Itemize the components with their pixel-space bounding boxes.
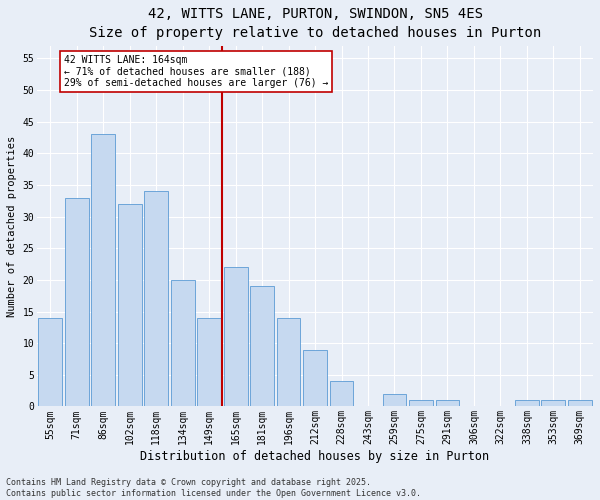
Bar	[568, 400, 592, 406]
Bar	[144, 192, 168, 406]
Bar	[38, 318, 62, 406]
Title: 42, WITTS LANE, PURTON, SWINDON, SN5 4ES
Size of property relative to detached h: 42, WITTS LANE, PURTON, SWINDON, SN5 4ES…	[89, 7, 541, 40]
Bar	[91, 134, 115, 406]
Bar	[515, 400, 539, 406]
Text: Contains HM Land Registry data © Crown copyright and database right 2025.
Contai: Contains HM Land Registry data © Crown c…	[6, 478, 421, 498]
Bar	[409, 400, 433, 406]
Bar	[329, 381, 353, 406]
Bar	[383, 394, 406, 406]
Bar	[303, 350, 327, 406]
Bar	[436, 400, 460, 406]
Bar	[277, 318, 301, 406]
Text: 42 WITTS LANE: 164sqm
← 71% of detached houses are smaller (188)
29% of semi-det: 42 WITTS LANE: 164sqm ← 71% of detached …	[64, 56, 328, 88]
Bar	[65, 198, 89, 406]
Bar	[250, 286, 274, 406]
Bar	[541, 400, 565, 406]
X-axis label: Distribution of detached houses by size in Purton: Distribution of detached houses by size …	[140, 450, 490, 463]
Bar	[118, 204, 142, 406]
Bar	[224, 268, 248, 406]
Y-axis label: Number of detached properties: Number of detached properties	[7, 136, 17, 317]
Bar	[197, 318, 221, 406]
Bar	[171, 280, 194, 406]
